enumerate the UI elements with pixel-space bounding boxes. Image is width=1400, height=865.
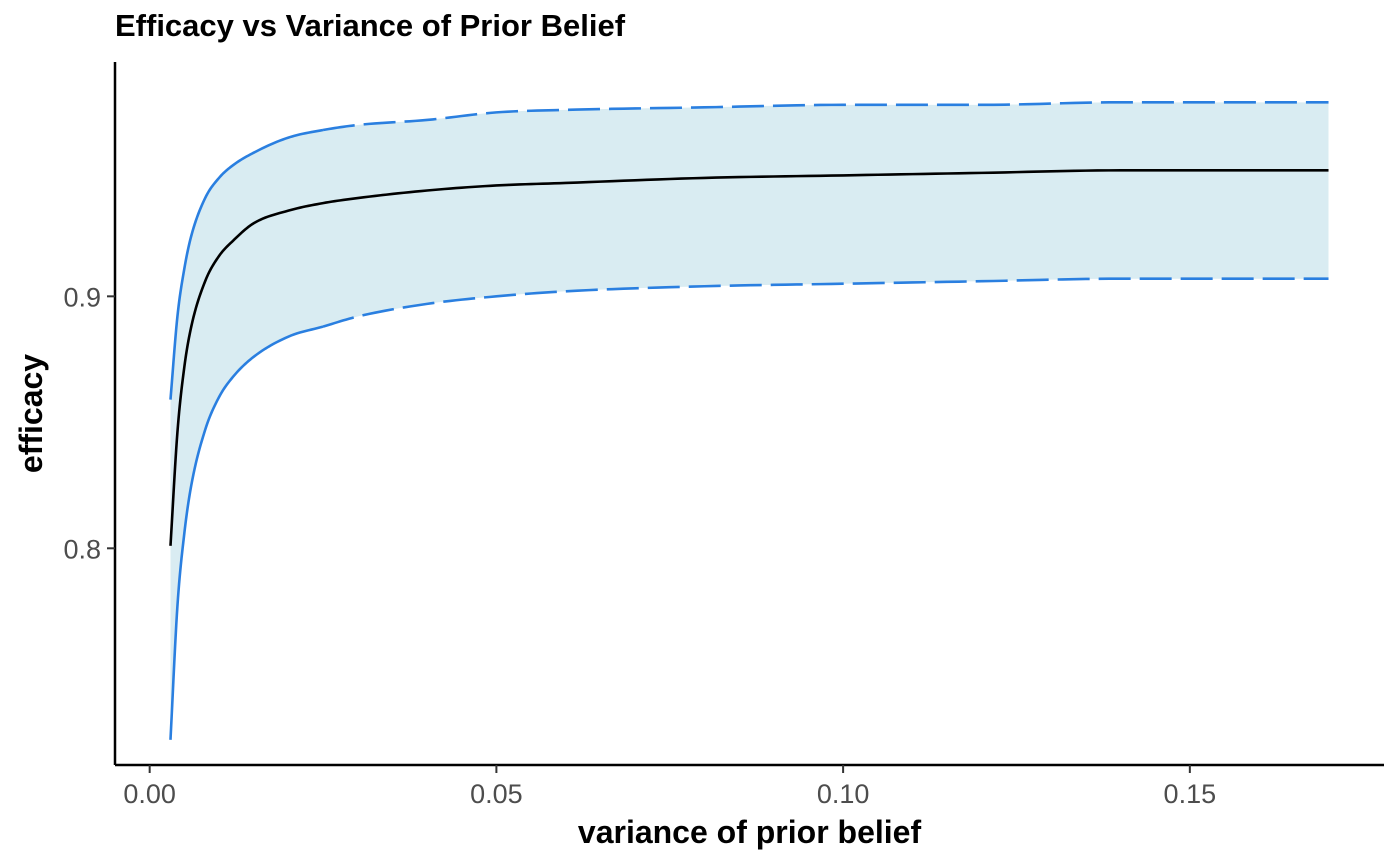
x-tick-label: 0.00 (123, 779, 176, 809)
y-tick-label: 0.8 (63, 534, 101, 564)
chart-title: Efficacy vs Variance of Prior Belief (115, 8, 626, 43)
confidence-band (170, 102, 1329, 740)
x-tick-label: 0.10 (817, 779, 870, 809)
series-lines-layer (169, 101, 1329, 740)
y-tick-label: 0.9 (63, 282, 101, 312)
lower-bound-solid-line (169, 325, 324, 740)
lower-bound-dashed-line (322, 277, 1329, 328)
ticks-layer: 0.00 0.05 0.10 0.15 0.8 0.9 (63, 282, 1216, 809)
upper-bound-solid-line (169, 128, 324, 400)
upper-bound-dashed-line (322, 101, 1329, 132)
confidence-band-layer (170, 102, 1329, 740)
x-tick-label: 0.15 (1164, 779, 1217, 809)
y-axis-title: efficacy (13, 354, 49, 473)
x-axis-title: variance of prior belief (578, 814, 922, 850)
x-tick-label: 0.05 (470, 779, 523, 809)
center-line (169, 169, 1329, 546)
